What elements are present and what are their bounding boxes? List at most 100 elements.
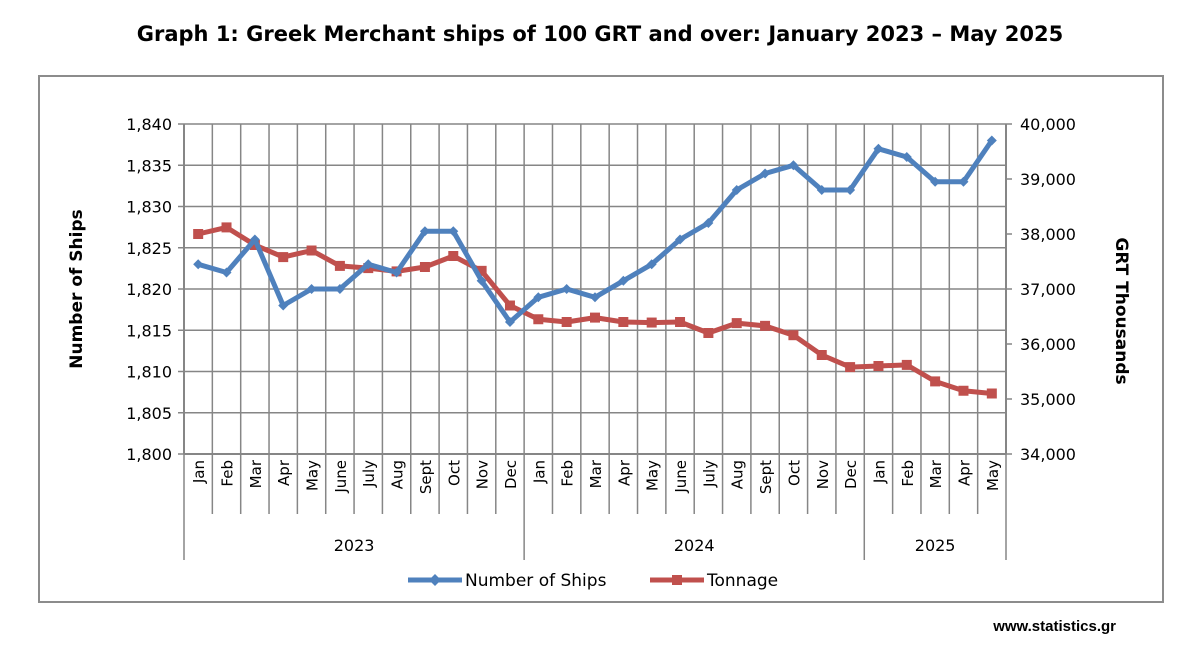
x-tick-label: Dec — [842, 460, 860, 489]
ships-point — [391, 267, 402, 278]
legend-tonnage-marker — [672, 575, 682, 585]
ships-point — [930, 176, 941, 187]
ships-point — [901, 152, 912, 162]
x-tick-label: June — [332, 460, 350, 494]
x-tick-label: Nov — [814, 460, 832, 489]
x-tick-label: May — [984, 460, 1002, 491]
y2-tick-label: 38,000 — [1020, 225, 1076, 244]
tonnage-point — [760, 320, 771, 331]
tonnage-point — [901, 359, 912, 370]
x-tick-label: Jan — [530, 460, 548, 484]
y2-tick-label: 40,000 — [1020, 115, 1076, 134]
tonnage-point — [476, 265, 487, 276]
ships-point — [646, 259, 657, 270]
ships-point — [618, 275, 629, 286]
tonnage-point — [590, 312, 600, 323]
ships-point — [873, 143, 884, 154]
ships-point — [363, 259, 374, 270]
ships-point — [419, 226, 430, 237]
x-tick-label: July — [700, 460, 718, 488]
y2-axis-title: GRT Thousands — [1111, 237, 1131, 384]
y-axis-title: Number of Ships — [67, 209, 87, 369]
x-tick-label: May — [644, 460, 662, 491]
x-tick-label: Nov — [474, 460, 492, 489]
x-tick-label: Sept — [417, 460, 435, 494]
ships-point — [845, 185, 856, 195]
y2-tick-label: 35,000 — [1020, 390, 1076, 409]
source-link[interactable]: www.statistics.gr — [993, 618, 1116, 635]
y-tick-label: 1,830 — [126, 198, 172, 217]
year-label: 2024 — [674, 536, 715, 555]
y-tick-label: 1,805 — [126, 404, 172, 423]
x-tick-label: Oct — [785, 460, 803, 486]
legend-tonnage-label: Tonnage — [706, 571, 778, 591]
x-tick-label: Dec — [502, 460, 520, 489]
y-tick-label: 1,820 — [126, 280, 172, 299]
x-tick-label: Aug — [729, 460, 747, 489]
tonnage-point — [646, 317, 657, 328]
x-tick-label: Oct — [445, 460, 463, 486]
tonnage-point — [703, 328, 714, 338]
tonnage-line — [197, 224, 993, 396]
ships-point — [278, 300, 289, 311]
y-tick-label: 1,815 — [126, 321, 172, 340]
tonnage-point — [306, 245, 317, 256]
chart-title: Graph 1: Greek Merchant ships of 100 GRT… — [136, 22, 1064, 46]
tonnage-point — [845, 362, 856, 373]
axis-labels: 1,800 1,805 1,810 1,815 1,820 1,825 1,830 1,835… — [67, 115, 1131, 555]
y-tick-label: 1,825 — [126, 239, 172, 258]
tonnage-point — [873, 361, 884, 371]
ships-point — [760, 168, 771, 179]
series-marks — [193, 135, 997, 399]
tonnage-point — [816, 350, 827, 360]
ships-point — [731, 185, 742, 195]
x-tick-label: Mar — [927, 459, 945, 488]
tonnage-point — [618, 317, 629, 327]
ships-point — [703, 218, 714, 228]
tonnage-point — [419, 262, 430, 272]
tonnage-point — [986, 388, 997, 399]
x-tick-label: July — [360, 460, 378, 488]
x-tick-label: May — [304, 460, 322, 491]
y2-tick-label: 37,000 — [1020, 280, 1076, 299]
ships-point — [448, 226, 459, 237]
ships-point — [958, 176, 969, 187]
y-tick-label: 1,835 — [126, 156, 172, 175]
year-label: 2025 — [915, 536, 956, 555]
ships-point — [334, 284, 345, 294]
x-tick-label: Aug — [389, 460, 407, 489]
tonnage-point — [930, 376, 941, 387]
tonnage-point — [278, 252, 289, 263]
ships-point — [504, 317, 515, 327]
ships-point — [221, 267, 232, 278]
y-tick-label: 1,840 — [126, 115, 172, 134]
x-tick-label: Apr — [275, 459, 293, 486]
tonnage-point — [193, 229, 204, 239]
y2-tick-label: 34,000 — [1020, 445, 1076, 464]
ships-point — [306, 284, 317, 294]
x-tick-label: June — [672, 460, 690, 494]
ships-point — [590, 292, 600, 303]
year-label: 2023 — [334, 536, 375, 555]
x-tick-label: Mar — [587, 459, 605, 488]
x-tick-label: Feb — [219, 460, 237, 487]
ships-point — [193, 259, 204, 270]
ships-point — [986, 135, 997, 146]
tonnage-point — [533, 314, 544, 325]
chart-frame — [38, 75, 1164, 603]
y2-tick-label: 39,000 — [1020, 170, 1076, 189]
x-tick-label: Feb — [899, 460, 917, 487]
ships-point — [816, 185, 827, 195]
tonnage-point — [788, 330, 799, 341]
x-tick-label: Jan — [870, 460, 888, 484]
x-tick-label: Jan — [190, 460, 208, 484]
ships-point — [561, 284, 572, 294]
axes — [178, 123, 1012, 560]
tonnage-point — [958, 385, 969, 396]
ships-point — [675, 234, 686, 245]
tonnage-point — [561, 317, 572, 327]
ships-point — [476, 275, 487, 286]
ships-point — [533, 292, 544, 303]
y-tick-label: 1,810 — [126, 363, 172, 382]
